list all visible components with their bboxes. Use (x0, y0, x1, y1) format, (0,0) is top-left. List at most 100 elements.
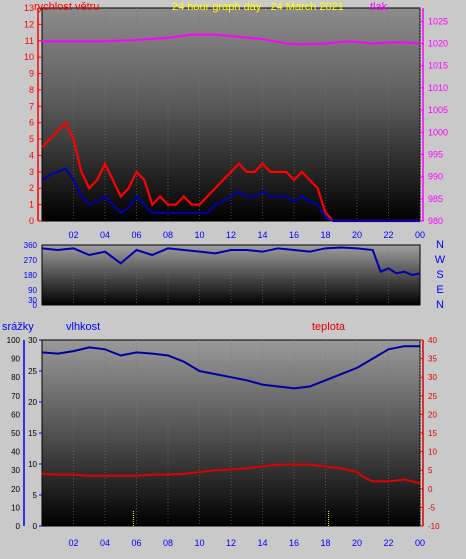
pressure-y-tick-label: 1025 (428, 16, 448, 26)
wind-y-tick-label: 7 (29, 101, 34, 111)
chart-title: 24 hour graph day : 24 March 2021 (172, 1, 344, 13)
direction-y-tick-label: 30 (28, 296, 37, 305)
humidity-y-tick-label: 10 (28, 460, 37, 469)
bottom-x-tick-label: 06 (131, 538, 141, 548)
rain-y-tick-label: 100 (7, 336, 21, 345)
wind-panel-plot (41, 7, 421, 222)
rain-y-tick-label: 70 (11, 392, 20, 401)
pressure-y-tick-label: 985 (428, 194, 443, 204)
rain-y-tick-label: 90 (11, 355, 20, 364)
wind-x-tick-label: 20 (352, 230, 362, 240)
humidity-y-tick-label: 5 (33, 491, 38, 500)
wind-x-tick-label: 16 (289, 230, 299, 240)
direction-series-line (41, 246, 421, 277)
temperature-y-tick-label: -5 (428, 503, 436, 512)
humidity-y-tick-label: 15 (28, 429, 37, 438)
wind-y-tick-label: 3 (29, 167, 34, 177)
direction-y-tick-label: 90 (28, 286, 37, 295)
rain-y-tick-label: 60 (11, 410, 20, 419)
wind-x-tick-label: 00 (415, 230, 425, 240)
pressure-y-tick-label: 1000 (428, 127, 448, 137)
wind-y-tick-label: 6 (29, 118, 34, 128)
temperature-series-line (41, 463, 421, 485)
wind-axis-label: rychlost větru (34, 1, 99, 13)
bottom-x-tick-label: 00 (415, 538, 425, 548)
bottom-x-tick-label: 08 (163, 538, 173, 548)
wind-y-tick-label: 12 (24, 19, 34, 29)
rain-y-tick-label: 50 (11, 429, 20, 438)
bottom-x-tick-label: 20 (352, 538, 362, 548)
wind-x-tick-label: 06 (131, 230, 141, 240)
direction-y-tick-label: 180 (24, 271, 38, 280)
wind-x-tick-label: 02 (68, 230, 78, 240)
wind-x-tick-label: 22 (383, 230, 393, 240)
wind-x-tick-label: 12 (226, 230, 236, 240)
bottom-x-tick-label: 22 (383, 538, 393, 548)
compass-label: N (436, 239, 444, 251)
temperature-y-tick-label: 0 (428, 485, 433, 494)
humidity-axis-label: vlhkost (66, 321, 100, 333)
compass-label: W (435, 254, 446, 266)
wind-x-tick-label: 04 (100, 230, 110, 240)
temperature-y-tick-label: 5 (428, 466, 433, 475)
temperature-y-tick-label: 15 (428, 429, 437, 438)
wind-y-tick-label: 0 (29, 216, 34, 226)
rain-y-tick-label: 30 (11, 466, 20, 475)
humidity-y-tick-label: 30 (28, 336, 37, 345)
pressure-y-tick-label: 980 (428, 216, 443, 226)
pressure-y-tick-label: 1020 (428, 39, 448, 49)
rain-y-tick-label: 80 (11, 373, 20, 382)
wind-y-tick-label: 1 (29, 200, 34, 210)
wind-y-tick-label: 8 (29, 85, 34, 95)
wind-y-tick-label: 13 (24, 3, 34, 13)
wind-y-tick-label: 4 (29, 150, 34, 160)
direction-y-tick-label: 270 (24, 256, 38, 265)
bottom-x-tick-label: 02 (68, 538, 78, 548)
rain-y-tick-label: 0 (16, 522, 21, 531)
wind-y-tick-label: 2 (29, 183, 34, 193)
temperature-axis-label: teplota (312, 321, 346, 333)
temperature-y-tick-label: 10 (428, 448, 437, 457)
bottom-x-tick-label: 12 (226, 538, 236, 548)
wind-x-tick-label: 18 (320, 230, 330, 240)
rain-y-tick-label: 20 (11, 485, 20, 494)
humidity-series-line (41, 345, 420, 390)
pressure-axis-label: tlak (370, 1, 388, 13)
temperature-y-tick-label: 35 (428, 355, 437, 364)
humidity-y-tick-label: 25 (28, 367, 37, 376)
pressure-y-tick-label: 990 (428, 172, 443, 182)
wind-y-tick-label: 5 (29, 134, 34, 144)
pressure-y-tick-label: 1015 (428, 61, 448, 71)
bottom-x-tick-label: 16 (289, 538, 299, 548)
temperature-y-tick-label: 25 (428, 392, 437, 401)
wind-x-tick-label: 14 (257, 230, 267, 240)
wind-y-tick-label: 10 (24, 52, 34, 62)
humidity-y-tick-label: 20 (28, 398, 37, 407)
humidity-y-tick-label: 0 (33, 522, 38, 531)
temperature-y-tick-label: 30 (428, 373, 437, 382)
bottom-x-tick-label: 10 (194, 538, 204, 548)
wind-y-tick-label: 11 (25, 36, 34, 46)
wind-series-line (41, 167, 420, 222)
pressure-y-tick-label: 995 (428, 149, 443, 159)
rain-axis-label: srážky (2, 321, 34, 333)
compass-label: N (436, 299, 444, 311)
compass-label: S (436, 269, 443, 281)
direction-y-tick-label: 360 (24, 241, 38, 250)
temperature-y-tick-label: 20 (428, 410, 437, 419)
rain-y-tick-label: 40 (11, 448, 20, 457)
pressure-series-line (42, 33, 421, 46)
pressure-y-tick-label: 1005 (428, 105, 448, 115)
temperature-y-tick-label: -10 (428, 522, 440, 531)
rain-y-tick-label: 10 (11, 503, 20, 512)
bottom-x-tick-label: 04 (100, 538, 110, 548)
wind-x-tick-label: 08 (163, 230, 173, 240)
direction-y-tick-label: 0 (33, 301, 38, 310)
compass-label: E (436, 284, 443, 296)
bottom-x-tick-label: 14 (257, 538, 267, 548)
pressure-y-tick-label: 1010 (428, 83, 448, 93)
temperature-y-tick-label: 40 (428, 336, 437, 345)
bottom-x-tick-label: 18 (320, 538, 330, 548)
